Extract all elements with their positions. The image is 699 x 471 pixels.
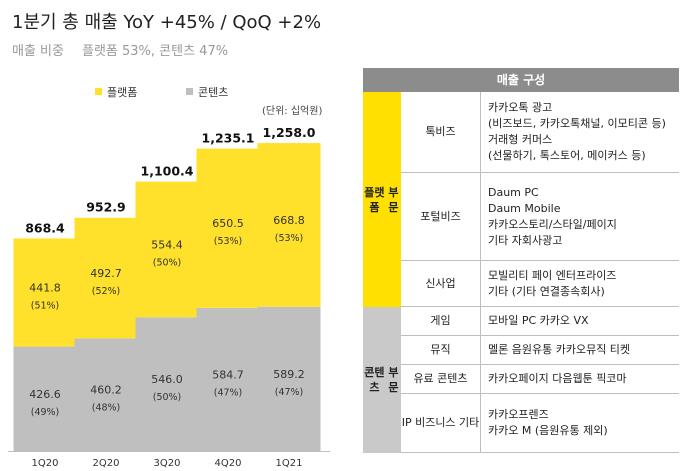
page-subtitle: 매출 비중 플랫폼 53%, 콘텐츠 47% xyxy=(12,40,228,59)
table-row-line: Daum Mobile xyxy=(488,201,561,215)
x-tick-label-4Q20: 4Q20 xyxy=(215,458,242,469)
table-row-description: 모바일 PC 카카오 VX xyxy=(488,307,675,335)
bar-contents-1Q21 xyxy=(257,306,321,451)
bar-contents-4Q20 xyxy=(196,307,260,451)
table-row-line: 카카오 M (음원유통 제외) xyxy=(488,424,608,437)
value-label-contents-3Q20: 546.0 xyxy=(151,373,183,386)
bar-contents-2Q20 xyxy=(74,338,138,451)
pct-label-contents-1Q21: (47%) xyxy=(275,387,304,398)
table-row-line: 모바일 PC 카카오 VX xyxy=(488,314,589,327)
revenue-bar-chart: 426.6 (49%) 441.8 (51%) 868.4 1Q20 460.2 (48%) 4… xyxy=(8,125,330,469)
total-label-3Q20: 1,100.4 xyxy=(141,164,194,179)
subtitle-label: 매출 비중 xyxy=(12,44,64,59)
pct-label-platform-1Q21: (53%) xyxy=(275,233,304,244)
pct-label-contents-3Q20: (50%) xyxy=(153,392,182,403)
legend-label-contents: 콘텐츠 xyxy=(198,86,229,99)
bar-platform-1Q20 xyxy=(13,238,77,347)
table-row-line: 카카오스토리/스타일/페이지 xyxy=(488,217,617,231)
x-tick-label-1Q20: 1Q20 xyxy=(32,458,59,469)
page-title: 1분기 총 매출 YoY +45% / QoQ +2% xyxy=(12,12,322,33)
table-group-label: 플랫폼 xyxy=(364,185,385,214)
legend-swatch-platform xyxy=(95,88,102,95)
value-label-platform-3Q20: 554.4 xyxy=(151,238,183,251)
table-row-line: 기타 자회사광고 xyxy=(488,233,563,247)
table-group-platform: 플랫폼 부문 xyxy=(363,92,401,307)
table-row-name: 포털비즈 xyxy=(401,173,481,260)
value-label-platform-1Q21: 668.8 xyxy=(273,214,305,227)
bar-platform-4Q20 xyxy=(196,148,260,308)
table-row: IP 비즈니스 기타 카카오프렌즈 카카오 M (음원유통 제외) xyxy=(401,394,679,453)
total-label-4Q20: 1,235.1 xyxy=(202,131,255,146)
bar-contents-3Q20 xyxy=(135,317,199,451)
pct-label-contents-1Q20: (49%) xyxy=(31,407,60,418)
table-group-label: 부문 xyxy=(388,185,399,214)
table-row-line: 카카오페이지 다음웹툰 픽코마 xyxy=(488,372,627,385)
table-row: 신사업 모빌리티 페이 엔터프라이즈 기타 (기타 연결종속회사) xyxy=(401,261,679,307)
value-label-contents-2Q20: 460.2 xyxy=(90,384,122,397)
pct-label-platform-2Q20: (52%) xyxy=(92,286,121,297)
total-label-1Q20: 868.4 xyxy=(25,220,65,235)
table-row-line: (비즈보드, 카카오톡채널, 이모티콘 등) xyxy=(488,117,666,130)
value-label-contents-1Q20: 426.6 xyxy=(29,388,61,401)
legend-label-platform: 플랫폼 xyxy=(107,86,138,99)
bar-platform-2Q20 xyxy=(74,217,138,339)
table-group-label: 부문 xyxy=(388,366,399,394)
pct-label-platform-1Q20: (51%) xyxy=(31,300,60,311)
pct-label-platform-3Q20: (50%) xyxy=(153,257,182,268)
table-row-name: 톡비즈 xyxy=(401,92,481,172)
pct-label-platform-4Q20: (53%) xyxy=(214,236,243,247)
table-row-line: Daum PC xyxy=(488,185,539,199)
table-row-description: 카카오페이지 다음웹툰 픽코마 xyxy=(488,365,675,393)
value-label-contents-1Q21: 589.2 xyxy=(273,368,305,381)
pct-label-contents-4Q20: (47%) xyxy=(214,387,243,398)
table-row-description: 카카오톡 광고 (비즈보드, 카카오톡채널, 이모티콘 등) 거래형 커머스 (선물하… xyxy=(488,92,675,172)
value-label-platform-4Q20: 650.5 xyxy=(212,217,244,230)
table-row-name: 뮤직 xyxy=(401,336,481,364)
table-row: 게임 모바일 PC 카카오 VX xyxy=(401,307,679,336)
total-label-2Q20: 952.9 xyxy=(86,200,126,215)
value-label-platform-1Q20: 441.8 xyxy=(29,281,61,294)
table-row: 뮤직 멜론 음원유통 카카오뮤직 티켓 xyxy=(401,336,679,365)
table-row: 유료 콘텐츠 카카오페이지 다음웹툰 픽코마 xyxy=(401,365,679,394)
x-tick-label-1Q21: 1Q21 xyxy=(276,458,303,469)
bar-platform-1Q21 xyxy=(257,143,321,307)
revenue-composition-table: 매출 구성 플랫폼 부문 톡비즈 카카오톡 광고 (비즈보드, 카카오톡채널, 이모티콘… xyxy=(363,68,679,454)
legend-swatch-contents xyxy=(186,88,193,95)
table-row-description: 멜론 음원유통 카카오뮤직 티켓 xyxy=(488,336,675,364)
table-row-name: 유료 콘텐츠 xyxy=(401,365,481,393)
subtitle-share: 플랫폼 53%, 콘텐츠 47% xyxy=(81,44,229,59)
bar-contents-1Q20 xyxy=(13,346,77,451)
table-row-line: 모빌리티 페이 엔터프라이즈 xyxy=(488,268,617,282)
table-group-label: 콘텐츠 xyxy=(364,366,385,394)
table-row-line: 거래형 커머스 xyxy=(488,133,553,146)
legend-item-contents: 콘텐츠 xyxy=(186,84,228,100)
legend-item-platform: 플랫폼 xyxy=(95,84,137,100)
value-label-contents-4Q20: 584.7 xyxy=(212,368,244,381)
table-row-line: 기타 (기타 연결종속회사) xyxy=(488,284,605,298)
x-tick-label-3Q20: 3Q20 xyxy=(154,458,181,469)
table-group-contents: 콘텐츠 부문 xyxy=(363,307,401,453)
table-row-line: 카카오프렌즈 xyxy=(488,408,549,421)
unit-label: (단위: 십억원) xyxy=(262,106,323,117)
x-tick-label-2Q20: 2Q20 xyxy=(93,458,120,469)
table-row-name: IP 비즈니스 기타 xyxy=(401,394,481,452)
table-row-name: 게임 xyxy=(401,307,481,335)
value-label-platform-2Q20: 492.7 xyxy=(90,267,122,280)
table-row: 톡비즈 카카오톡 광고 (비즈보드, 카카오톡채널, 이모티콘 등) 거래형 커머스 (… xyxy=(401,92,679,173)
pct-label-contents-2Q20: (48%) xyxy=(92,403,121,414)
bar-platform-3Q20 xyxy=(135,181,199,318)
table-row-line: 멜론 음원유통 카카오뮤직 티켓 xyxy=(488,343,631,356)
table-row-line: (선물하기, 톡스토어, 메이커스 등) xyxy=(488,149,646,162)
total-label-1Q21: 1,258.0 xyxy=(263,125,316,140)
table-row-line: 카카오톡 광고 xyxy=(488,101,553,114)
table-row-name: 신사업 xyxy=(401,261,481,306)
table-header: 매출 구성 xyxy=(363,68,679,92)
